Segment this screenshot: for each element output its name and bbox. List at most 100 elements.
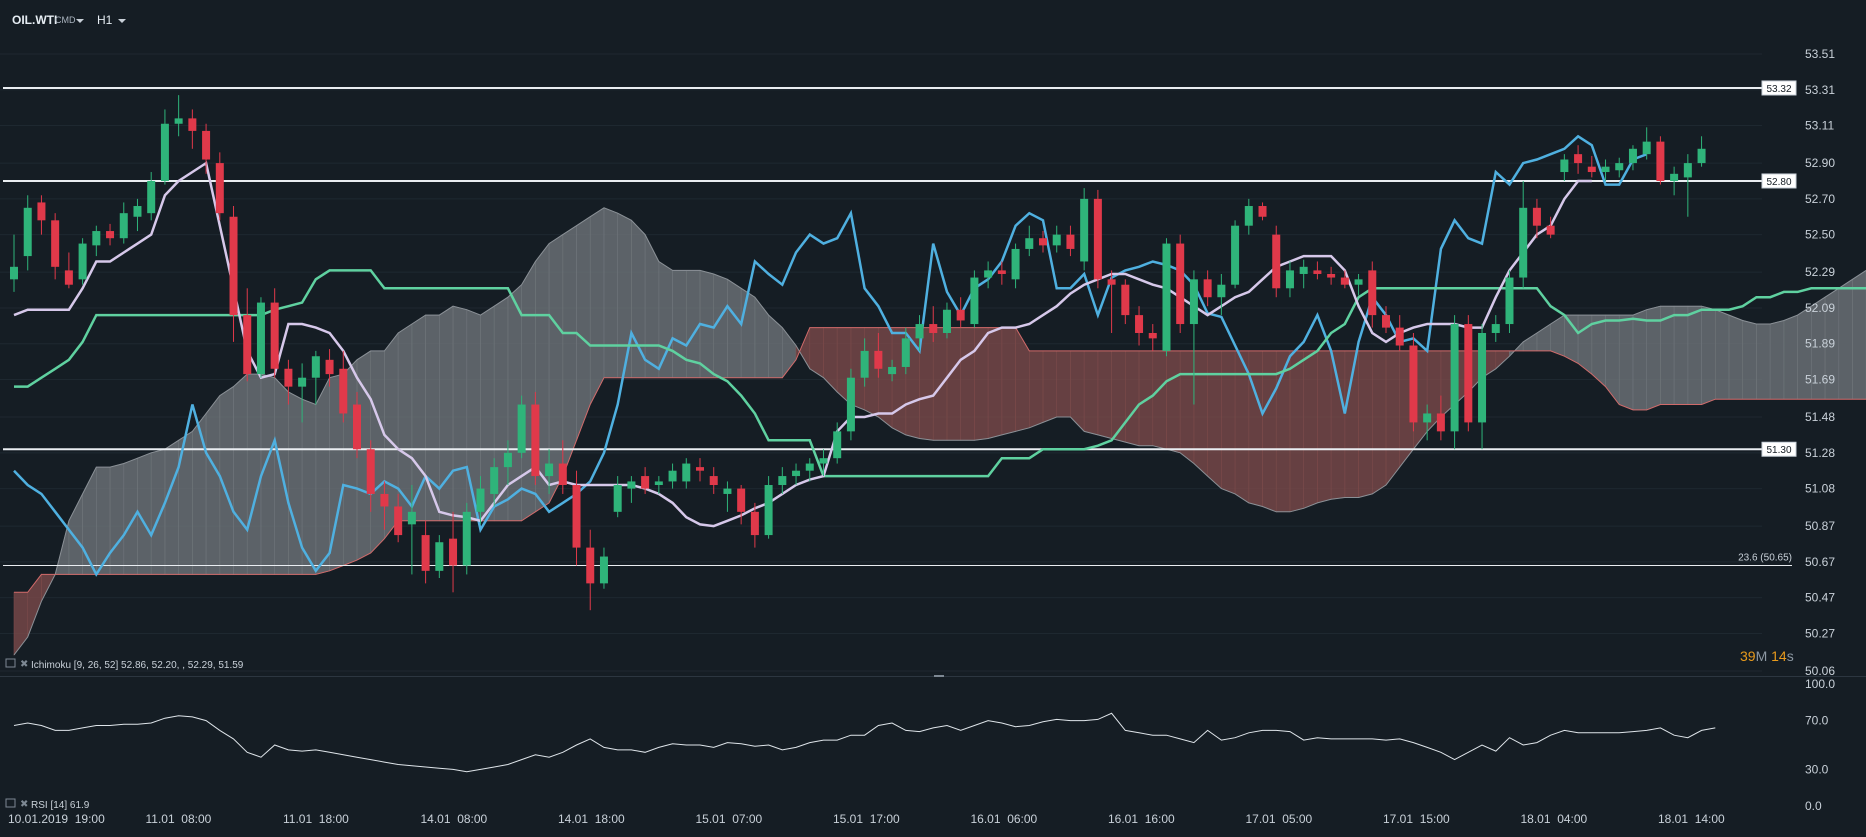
rsi-tick-label: 70.0: [1805, 714, 1829, 728]
cloud-segment: [507, 284, 522, 522]
cloud-segment: [1125, 350, 1140, 447]
candle-body: [1574, 154, 1583, 164]
cloud-segment: [1001, 327, 1016, 436]
price-tick-label: 53.11: [1805, 119, 1834, 133]
candle-body: [1299, 266, 1308, 274]
indicator-close-icon[interactable]: ✖: [20, 659, 28, 670]
instrument-type-chevron-down-icon[interactable]: [76, 19, 84, 23]
cloud-segment: [1687, 305, 1702, 405]
candle-body: [572, 485, 581, 548]
ichimoku-legend[interactable]: ✖ Ichimoku [9, 26, 52] 52.86, 52.20, , 5…: [5, 658, 244, 671]
time-tick-label: 16.01 16:00: [1108, 812, 1175, 826]
candle-body: [133, 206, 142, 217]
cloud-segment: [768, 314, 783, 379]
candle-body: [819, 458, 828, 464]
cloud-segment: [315, 377, 330, 575]
time-tick-label: 18.01 04:00: [1521, 812, 1588, 826]
candle-body: [1519, 207, 1528, 278]
candle-body: [1231, 225, 1240, 285]
timeframe-select[interactable]: H1: [97, 13, 113, 27]
candle-body: [558, 463, 567, 486]
cloud-segment: [1769, 320, 1785, 400]
price-tick-label: 52.50: [1805, 228, 1835, 242]
cloud-segment: [1056, 350, 1071, 418]
cloud-segment: [1097, 350, 1112, 439]
candle-body: [1478, 332, 1487, 423]
candle-body: [1272, 234, 1281, 289]
time-tick-label: 14.01 18:00: [558, 812, 625, 826]
cloud-segment: [919, 327, 934, 441]
level-price-tag: [1761, 173, 1797, 189]
horizontal-levels[interactable]: 53.32 52.80 51.30 23.6 (50.65): [3, 80, 1797, 566]
cloud-segment: [1015, 326, 1030, 432]
price-tick-label: 51.69: [1805, 372, 1835, 386]
candle-body: [1491, 324, 1500, 333]
senkou-span-a-line: [13, 207, 1866, 656]
cloud-segment: [1152, 350, 1167, 450]
symbol-label[interactable]: OIL.WTI: [12, 13, 58, 27]
candle-body: [805, 463, 814, 471]
candle-body: [1546, 225, 1555, 235]
candlesticks: [10, 95, 1706, 611]
candle-body: [1285, 270, 1294, 289]
candle-body: [1395, 327, 1404, 346]
candle-body: [668, 470, 677, 482]
candle-body: [160, 123, 169, 181]
rsi-legend[interactable]: ✖ RSI [14] 61.9: [5, 798, 90, 811]
candle-body: [1409, 345, 1418, 423]
price-tick-label: 51.89: [1805, 337, 1835, 351]
cloud-segment: [109, 463, 125, 575]
pane-resize-handle[interactable]: [934, 675, 944, 677]
ichimoku-cloud: [13, 207, 1866, 656]
rsi-label: RSI [14] 61.9: [31, 800, 90, 811]
cloud-segment: [946, 327, 961, 441]
candle-body: [833, 431, 842, 459]
cloud-segment: [1714, 309, 1730, 400]
cloud-segment: [1042, 350, 1058, 423]
candle-body: [1148, 332, 1157, 339]
cloud-segment: [823, 327, 838, 393]
candle-body: [1162, 243, 1171, 351]
indicator-settings-icon[interactable]: [5, 658, 16, 668]
time-tick-label: 18.01 14:00: [1658, 812, 1725, 826]
cloud-segment: [1289, 350, 1304, 513]
instrument-type-label[interactable]: CMD: [55, 15, 76, 25]
candle-body: [1656, 141, 1665, 181]
fibonacci-level-label: 23.6 (50.65): [1738, 552, 1792, 563]
price-axis: 53.51 53.31 53.11 52.90 52.70 52.50 52.29 52.09…: [1805, 47, 1835, 678]
candle-body: [503, 452, 512, 468]
timeframe-chevron-down-icon[interactable]: [118, 19, 126, 23]
cloud-segment: [1028, 350, 1044, 429]
price-tick-label: 51.48: [1805, 410, 1835, 424]
candle-body: [490, 467, 499, 494]
cloud-segment: [576, 216, 591, 441]
candle-body: [23, 207, 32, 257]
candle-body: [531, 404, 540, 477]
candle-body: [792, 470, 801, 477]
candle-body: [1505, 277, 1514, 325]
level-price-tag: [1761, 441, 1797, 457]
candle-body: [1258, 206, 1267, 217]
candle-body: [1313, 270, 1322, 274]
candle-body: [1244, 206, 1253, 226]
candle-body: [325, 359, 334, 375]
candle-body: [599, 556, 608, 584]
rsi-tick-label: 30.0: [1805, 762, 1829, 776]
candle-body: [1382, 315, 1390, 328]
rsi-settings-icon[interactable]: [5, 798, 16, 808]
cloud-segment: [1522, 332, 1538, 352]
price-tick-label: 50.67: [1805, 555, 1835, 569]
candle-body: [202, 130, 211, 160]
candle-body: [1670, 173, 1679, 181]
price-tick-label: 50.27: [1805, 626, 1835, 640]
cloud-segment: [439, 305, 454, 522]
rsi-close-icon[interactable]: ✖: [20, 799, 28, 810]
candle-body: [915, 324, 924, 339]
cloud-segment: [727, 278, 742, 379]
candle-body: [1587, 166, 1596, 173]
candle-body: [517, 404, 526, 453]
cloud-segment: [1605, 314, 1620, 406]
cloud-segment: [1550, 314, 1565, 357]
candle-body: [147, 180, 156, 214]
